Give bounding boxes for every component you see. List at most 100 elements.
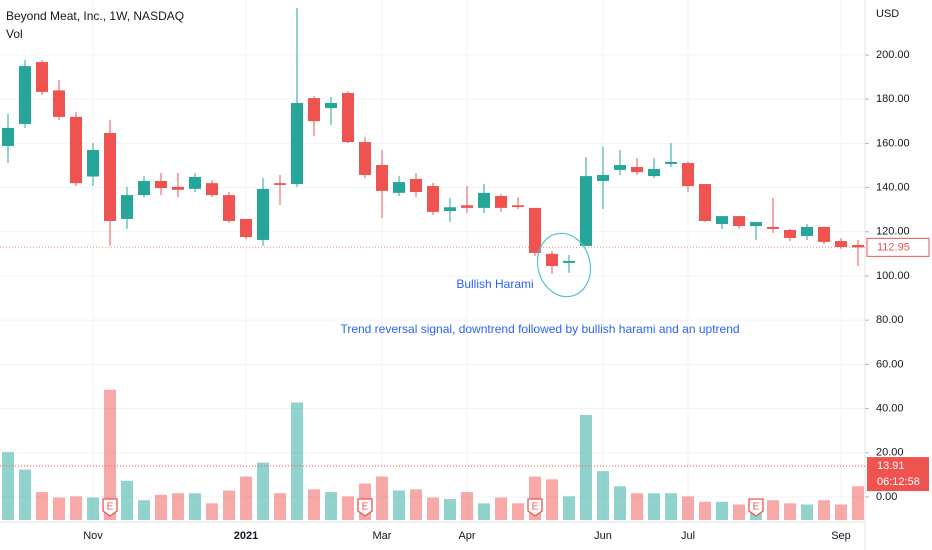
volume-bar xyxy=(240,476,252,520)
candle-body xyxy=(53,90,65,117)
earnings-label: E xyxy=(532,502,539,513)
volume-bar xyxy=(801,504,813,520)
candle-body xyxy=(563,260,575,263)
volume-bar xyxy=(308,489,320,520)
candle-body xyxy=(427,186,439,212)
earnings-marker xyxy=(102,498,118,517)
volume-bar xyxy=(835,504,847,520)
x-tick-label: Nov xyxy=(83,530,103,542)
candle-body xyxy=(308,98,320,122)
volume-bar xyxy=(461,492,473,520)
candle-body xyxy=(342,93,354,143)
volume-bar xyxy=(376,476,388,520)
volume-bar xyxy=(223,490,235,520)
candle-body xyxy=(2,127,14,147)
volume-bar xyxy=(818,500,830,520)
x-tick-label: Sep xyxy=(831,530,851,542)
volume-bar xyxy=(563,496,575,520)
candle-body xyxy=(155,180,167,189)
price-label-box xyxy=(866,237,930,257)
candle-body xyxy=(240,218,252,238)
volume-bar xyxy=(257,462,269,520)
candle-body xyxy=(461,205,473,208)
candle-body xyxy=(410,178,422,193)
y-tick-label: 40.00 xyxy=(876,402,904,414)
candle-body xyxy=(852,245,864,248)
x-tick-label: Jun xyxy=(594,530,612,542)
volume-bar xyxy=(665,493,677,520)
volume-bar xyxy=(53,497,65,520)
candle-body xyxy=(631,167,643,173)
candle-body xyxy=(206,183,218,196)
candle-body xyxy=(818,226,830,242)
volume-bar xyxy=(70,496,82,520)
volume-label: 13.91 xyxy=(877,460,905,472)
candle-body xyxy=(767,226,779,229)
volume-bar xyxy=(631,493,643,520)
volume-bar xyxy=(478,503,490,520)
y-tick-label: 100.00 xyxy=(876,270,910,282)
volume-bar xyxy=(172,493,184,520)
volume-bar xyxy=(784,503,796,520)
candle-body xyxy=(87,150,99,177)
harami-highlight xyxy=(536,232,592,298)
candle-body xyxy=(665,161,677,164)
volume-bar xyxy=(614,486,626,520)
candle-body xyxy=(597,174,609,181)
candle-body xyxy=(546,253,558,267)
earnings-label: E xyxy=(362,502,369,513)
candle-body xyxy=(393,182,405,193)
volume-bar xyxy=(733,504,745,520)
candle-body xyxy=(291,102,303,185)
volume-bar xyxy=(699,501,711,520)
volume-bar xyxy=(767,500,779,520)
volume-bar xyxy=(716,501,728,520)
candle-body xyxy=(223,195,235,221)
candle-body xyxy=(750,222,762,227)
y-tick-label: 20.00 xyxy=(876,447,904,459)
y-tick-label: 160.00 xyxy=(876,137,910,149)
candle-body xyxy=(648,169,660,177)
annotation: Trend reversal signal, downtrend followe… xyxy=(340,322,739,336)
y-tick-label: 80.00 xyxy=(876,314,904,326)
candle-body xyxy=(478,192,490,208)
volume-bar xyxy=(495,497,507,520)
volume-bar xyxy=(342,496,354,520)
volume-bar xyxy=(87,497,99,520)
candle-body xyxy=(444,207,456,212)
candle-body xyxy=(19,66,31,124)
candle-body xyxy=(189,176,201,189)
volume-indicator-label: Vol xyxy=(6,27,23,41)
earnings-marker xyxy=(748,498,764,517)
candle-body xyxy=(36,62,48,92)
currency-label: USD xyxy=(876,8,899,20)
candle-body xyxy=(495,195,507,208)
volume-bar xyxy=(580,414,592,520)
candle-body xyxy=(121,195,133,219)
marks xyxy=(2,7,864,520)
volume-bar xyxy=(189,493,201,520)
candle-body xyxy=(682,163,694,187)
x-tick-label: Apr xyxy=(458,530,475,542)
y-tick-label: 200.00 xyxy=(876,49,910,61)
y-tick-label: 140.00 xyxy=(876,181,910,193)
candle-body xyxy=(274,183,286,185)
volume-bar xyxy=(852,486,864,520)
volume-bar xyxy=(206,503,218,520)
candle-body xyxy=(614,165,626,170)
volume-bar xyxy=(597,471,609,520)
volume-bar xyxy=(19,469,31,520)
x-tick-label: Jul xyxy=(681,530,695,542)
volume-bar xyxy=(427,497,439,520)
volume-bar xyxy=(291,402,303,520)
volume-bar xyxy=(512,503,524,520)
volume-bar xyxy=(393,490,405,520)
candle-body xyxy=(716,216,728,225)
volume-bar xyxy=(274,493,286,520)
earnings-marker xyxy=(527,498,543,517)
candle-body xyxy=(733,216,745,227)
y-tick-label: 0.00 xyxy=(876,491,897,503)
annotation: Bullish Harami xyxy=(456,277,533,291)
volume-bar xyxy=(121,480,133,520)
